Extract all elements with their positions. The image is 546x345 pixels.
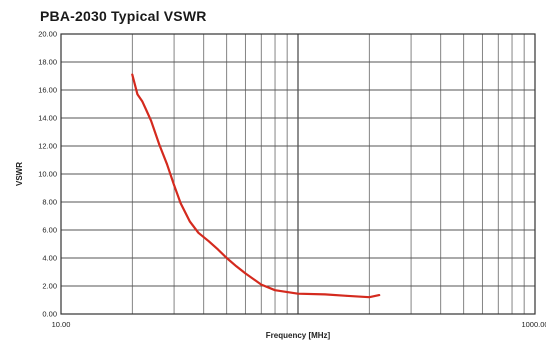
data-point: [235, 265, 238, 268]
data-point: [141, 100, 144, 103]
data-point: [368, 296, 371, 299]
data-point: [345, 294, 348, 297]
data-point: [166, 163, 168, 166]
data-point: [158, 143, 161, 146]
data-point: [131, 73, 134, 76]
data-point: [260, 283, 263, 286]
data-point: [189, 220, 191, 223]
chart-title: PBA-2030 Typical VSWR: [40, 8, 207, 24]
data-point: [145, 110, 148, 112]
data-point: [244, 272, 247, 275]
y-tick-label: 10.00: [38, 170, 57, 179]
data-point: [217, 248, 220, 251]
y-tick-label: 2.00: [42, 282, 57, 291]
grid-lines: [61, 34, 535, 314]
data-point: [324, 293, 326, 296]
data-point: [297, 292, 299, 295]
series-layer: [131, 73, 381, 299]
data-point: [173, 184, 176, 187]
data-point: [136, 93, 139, 96]
x-tick-labels: 10.00 1000.00: [52, 320, 546, 329]
y-tick-label: 0.00: [42, 310, 57, 319]
plot-frame: [60, 33, 536, 315]
data-point: [197, 231, 200, 234]
y-tick-label: 20.00: [38, 30, 57, 39]
y-tick-label: 14.00: [38, 114, 57, 123]
y-tick-label: 16.00: [38, 86, 57, 95]
data-point: [274, 289, 276, 292]
y-tick-label: 4.00: [42, 254, 57, 263]
x-axis-label: Frequency [MHz]: [266, 331, 331, 340]
y-axis-label: VSWR: [15, 162, 24, 186]
data-point: [150, 119, 153, 122]
y-tick-label: 18.00: [38, 58, 57, 67]
y-tick-label: 6.00: [42, 226, 57, 235]
data-point: [378, 294, 381, 296]
data-point: [225, 257, 228, 259]
data-point: [207, 240, 210, 243]
data-point: [179, 202, 182, 205]
y-tick-labels: 0.00 2.00 4.00 6.00 8.00 10.00 12.00 14.00 16.00…: [38, 30, 57, 319]
x-tick-label: 10.00: [52, 320, 71, 329]
y-tick-label: 8.00: [42, 198, 57, 207]
y-tick-label: 12.00: [38, 142, 57, 151]
x-tick-label: 1000.00: [521, 320, 546, 329]
